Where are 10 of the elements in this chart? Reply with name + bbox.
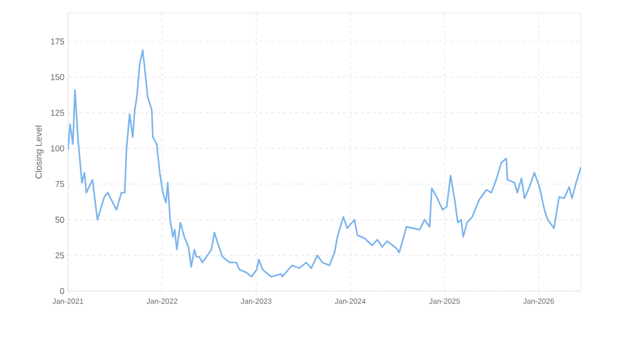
y-tick-label: 50: [55, 216, 64, 223]
y-tick-label: 100: [50, 145, 64, 152]
y-tick-label: 125: [50, 110, 64, 116]
line-series: [68, 49, 582, 278]
y-tick-label: 0: [60, 288, 64, 294]
y-tick-label: 25: [55, 252, 64, 258]
y-tick-label: 175: [50, 38, 64, 44]
y-tick-label: 150: [50, 74, 64, 80]
y-axis-title: Closing Level: [35, 126, 44, 178]
y-tick-label: 75: [56, 181, 64, 188]
